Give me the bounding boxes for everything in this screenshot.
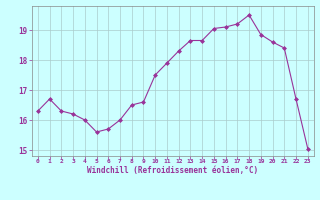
X-axis label: Windchill (Refroidissement éolien,°C): Windchill (Refroidissement éolien,°C) — [87, 166, 258, 175]
